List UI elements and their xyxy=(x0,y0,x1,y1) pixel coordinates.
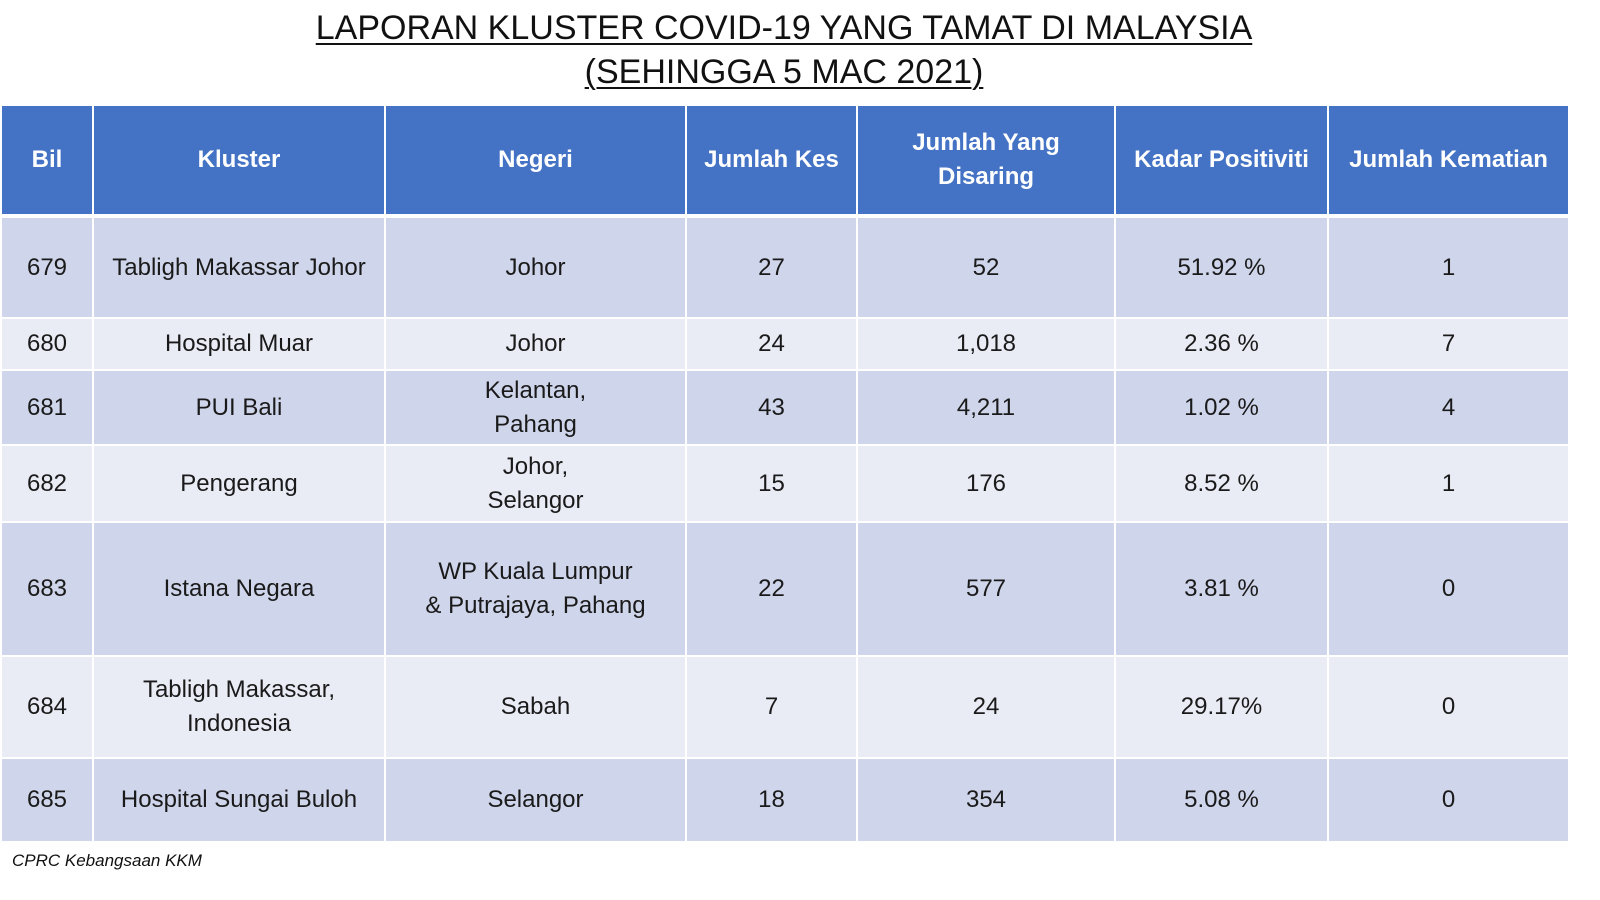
cell-kematian: 0 xyxy=(1327,655,1570,759)
cell-disaring: 4,211 xyxy=(856,369,1116,446)
report-title-line-2: (SEHINGGA 5 MAC 2021) xyxy=(584,53,984,91)
cell-bil: 679 xyxy=(0,215,94,319)
cell-negeri: Selangor xyxy=(384,757,687,843)
cell-kes: 27 xyxy=(685,215,858,319)
cell-kluster: Tabligh Makassar Johor xyxy=(92,215,386,319)
header-kadar-positiviti: Kadar Positiviti xyxy=(1114,104,1329,218)
header-jumlah-disaring: Jumlah Yang Disaring xyxy=(856,104,1116,218)
cell-negeri: Sabah xyxy=(384,655,687,759)
cell-kes: 24 xyxy=(685,317,858,371)
cell-negeri-line: Johor xyxy=(505,253,566,281)
cell-disaring: 24 xyxy=(856,655,1116,759)
cell-negeri-line: Johor xyxy=(505,330,566,357)
cell-positiviti: 1.02 % xyxy=(1114,369,1329,446)
cluster-table: Bil Kluster Negeri Jumlah Kes Jumlah Yan… xyxy=(0,104,1570,843)
cell-kluster: Hospital Sungai Buloh xyxy=(92,757,386,843)
table-row: 685 Hospital Sungai Buloh Selangor 18 354 5.0… xyxy=(0,757,1570,843)
table-row: 684 Tabligh Makassar, Indonesia Sabah 7 24 29.… xyxy=(0,655,1570,759)
header-negeri: Negeri xyxy=(384,104,687,218)
cell-negeri: WP Kuala Lumpur & Putrajaya, Pahang xyxy=(384,521,687,657)
cell-kluster: PUI Bali xyxy=(92,369,386,446)
report-title: LAPORAN KLUSTER COVID-19 YANG TAMAT DI M… xyxy=(0,6,1568,94)
cell-bil: 681 xyxy=(0,369,94,446)
cell-bil: 684 xyxy=(0,655,94,759)
source-note: CPRC Kebangsaan KKM xyxy=(12,851,202,870)
cell-negeri-line: Selangor xyxy=(487,786,584,813)
cell-negeri-line: & Putrajaya, Pahang xyxy=(425,592,646,619)
cell-negeri-line: Johor, xyxy=(502,452,569,480)
cell-negeri-line: Kelantan, xyxy=(484,376,587,404)
cell-negeri: Johor xyxy=(384,215,687,319)
cell-kluster: Pengerang xyxy=(92,444,386,523)
table-body: 679 Tabligh Makassar Johor Johor 27 52 51.92 … xyxy=(0,215,1570,843)
cell-positiviti: 2.36 % xyxy=(1114,317,1329,371)
cell-kluster-line: Indonesia xyxy=(186,710,292,737)
cell-kematian: 1 xyxy=(1327,444,1570,523)
cell-kematian: 0 xyxy=(1327,521,1570,657)
cell-negeri-line: Selangor xyxy=(487,486,584,514)
cell-kes: 43 xyxy=(685,369,858,446)
cell-kluster: Hospital Muar xyxy=(92,317,386,371)
cell-kluster-line: Hospital Muar xyxy=(164,330,314,357)
table-row: 681 PUI Bali Kelantan, Pahang 43 4,211 1.02 % 4 xyxy=(0,369,1570,446)
cell-kluster: Istana Negara xyxy=(92,521,386,657)
table-row: 683 Istana Negara WP Kuala Lumpur & Putraja… xyxy=(0,521,1570,657)
table-row: 682 Pengerang Johor, Selangor 15 176 8.52 % 1 xyxy=(0,444,1570,523)
cell-disaring: 176 xyxy=(856,444,1116,523)
cell-positiviti: 29.17% xyxy=(1114,655,1329,759)
cell-disaring: 354 xyxy=(856,757,1116,843)
cell-negeri: Johor, Selangor xyxy=(384,444,687,523)
cell-negeri: Johor xyxy=(384,317,687,371)
cell-positiviti: 8.52 % xyxy=(1114,444,1329,523)
cell-disaring: 577 xyxy=(856,521,1116,657)
cell-negeri-line: WP Kuala Lumpur xyxy=(438,558,633,585)
header-jumlah-disaring-line-2: Disaring xyxy=(937,163,1035,190)
cell-negeri: Kelantan, Pahang xyxy=(384,369,687,446)
report-title-line-1: LAPORAN KLUSTER COVID-19 YANG TAMAT DI M… xyxy=(315,9,1253,47)
cell-bil: 682 xyxy=(0,444,94,523)
header-jumlah-kes: Jumlah Kes xyxy=(685,104,858,218)
table-row: 679 Tabligh Makassar Johor Johor 27 52 51.92 … xyxy=(0,215,1570,319)
cell-bil: 680 xyxy=(0,317,94,371)
header-bil: Bil xyxy=(0,104,94,218)
cell-kluster-line: PUI Bali xyxy=(195,393,283,421)
cell-bil: 685 xyxy=(0,757,94,843)
cell-positiviti: 5.08 % xyxy=(1114,757,1329,843)
cell-disaring: 52 xyxy=(856,215,1116,319)
header-jumlah-disaring-line-1: Jumlah Yang xyxy=(912,129,1060,156)
header-kluster: Kluster xyxy=(92,104,386,218)
cell-disaring: 1,018 xyxy=(856,317,1116,371)
cell-kluster-line: Tabligh Makassar, xyxy=(142,676,336,703)
cell-kematian: 7 xyxy=(1327,317,1570,371)
cell-positiviti: 3.81 % xyxy=(1114,521,1329,657)
cell-kluster-line: Hospital Sungai Buloh xyxy=(120,786,358,813)
table-header-row: Bil Kluster Negeri Jumlah Kes Jumlah Yan… xyxy=(0,104,1570,218)
cell-kes: 18 xyxy=(685,757,858,843)
cell-kematian: 4 xyxy=(1327,369,1570,446)
cell-kes: 7 xyxy=(685,655,858,759)
header-jumlah-kematian: Jumlah Kematian xyxy=(1327,104,1570,218)
cell-kematian: 1 xyxy=(1327,215,1570,319)
cell-kes: 22 xyxy=(685,521,858,657)
cell-kematian: 0 xyxy=(1327,757,1570,843)
cell-negeri-line: Sabah xyxy=(500,693,571,720)
table-row: 680 Hospital Muar Johor 24 1,018 2.36 % 7 xyxy=(0,317,1570,371)
cell-kes: 15 xyxy=(685,444,858,523)
cell-bil: 683 xyxy=(0,521,94,657)
cell-kluster-line: Tabligh Makassar Johor xyxy=(112,253,366,281)
cell-kluster-line: Istana Negara xyxy=(163,575,315,602)
cell-negeri-line: Pahang xyxy=(494,410,577,438)
cell-kluster-line: Pengerang xyxy=(180,469,298,497)
cell-positiviti: 51.92 % xyxy=(1114,215,1329,319)
cell-kluster: Tabligh Makassar, Indonesia xyxy=(92,655,386,759)
